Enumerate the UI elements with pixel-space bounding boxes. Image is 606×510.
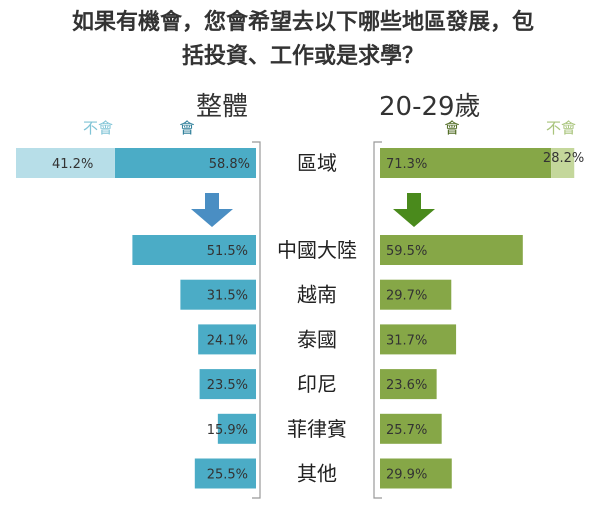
title-line-2: 括投資、工作或是求學？ <box>181 44 424 69</box>
category-label: 菲律賓 <box>287 417 347 441</box>
category-label: 泰國 <box>297 327 337 351</box>
age-bar <box>380 324 457 355</box>
age-bar-value: 23.6% <box>386 378 427 393</box>
overall-arrow-down-icon <box>191 193 233 227</box>
age-top-label-yes: 71.3% <box>386 157 427 172</box>
age-bar <box>380 369 437 400</box>
category-label: 區域 <box>297 151 337 175</box>
age-bar <box>380 279 452 310</box>
overall-bar-value: 15.9% <box>207 423 248 438</box>
overall-bar-value: 24.1% <box>207 333 248 348</box>
age-bar <box>380 413 442 444</box>
age-bar-value: 31.7% <box>386 333 427 348</box>
category-label: 越南 <box>297 283 337 307</box>
category-label: 印尼 <box>297 372 337 396</box>
category-label: 其他 <box>297 462 337 486</box>
overall-bar-value: 25.5% <box>207 468 248 483</box>
overall-bar-value: 51.5% <box>207 244 248 259</box>
age-legend-yes: 會 <box>444 119 459 137</box>
overall-bar <box>132 235 256 265</box>
overall-bar <box>199 369 256 400</box>
overall-legend-yes: 會 <box>179 119 194 137</box>
age-bar <box>380 235 523 265</box>
category-label: 中國大陸 <box>277 238 357 262</box>
overall-top-label-yes: 58.8% <box>209 157 250 172</box>
overall-bar <box>194 458 256 489</box>
age-legend-no: 不會 <box>546 119 576 137</box>
age-top-bar-yes <box>380 148 552 178</box>
overall-bar <box>198 324 256 355</box>
overall-bar <box>217 413 256 444</box>
age-top-label-no: 28.2% <box>543 151 584 166</box>
overall-legend-no: 不會 <box>83 119 113 137</box>
age-bar-value: 29.9% <box>386 468 427 483</box>
overall-top-bar-yes <box>114 148 256 178</box>
overall-group-title: 整體 <box>196 92 249 122</box>
age-top-bar-no <box>551 148 575 178</box>
chart-title: 如果有機會，您會希望去以下哪些地區發展，包 括投資、工作或是求學？ <box>0 6 606 74</box>
title-line-1: 如果有機會，您會希望去以下哪些地區發展，包 <box>71 10 534 35</box>
age-bar <box>380 458 452 489</box>
age-bar-value: 25.7% <box>386 423 427 438</box>
overall-bar-value: 23.5% <box>207 378 248 393</box>
overall-top-label-no: 41.2% <box>52 157 93 172</box>
overall-top-bar-no <box>16 148 115 178</box>
right-bracket <box>373 141 382 499</box>
age-group-title: 20-29歲 <box>379 92 481 122</box>
age-bar-value: 59.5% <box>386 244 427 259</box>
overall-bar <box>180 279 256 310</box>
age-bar-value: 29.7% <box>386 289 427 304</box>
left-bracket <box>252 141 261 499</box>
age-arrow-down-icon <box>393 193 435 227</box>
overall-bar-value: 31.5% <box>207 289 248 304</box>
